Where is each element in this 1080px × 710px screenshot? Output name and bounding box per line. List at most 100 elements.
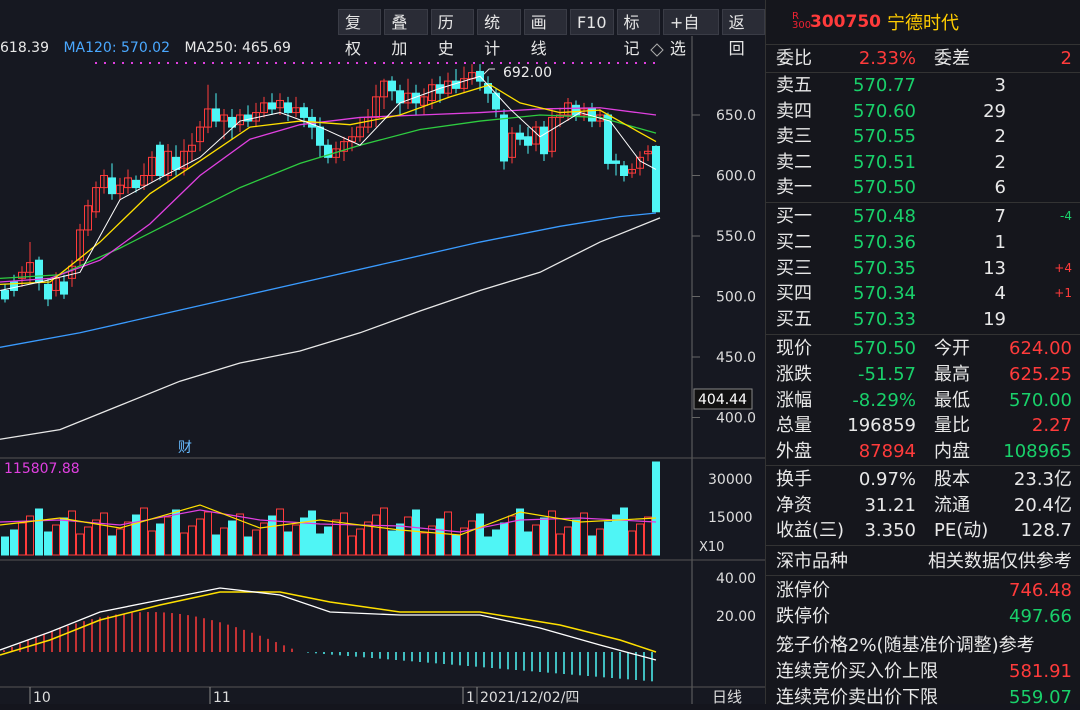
volume-bar-37 (300, 517, 308, 556)
bid-label-0: 买一 (776, 206, 812, 227)
weicha-label: 委差 (934, 48, 970, 69)
limit-value-0: 746.48 (1009, 580, 1072, 601)
fund-value2-2: 128.7 (1020, 520, 1072, 541)
candle-body-30 (244, 114, 252, 122)
toolbar-button-8[interactable]: 返回 (721, 9, 765, 58)
toolbar-button-4[interactable]: 画线 (523, 9, 567, 58)
quote-label-0: 现价 (776, 338, 812, 359)
candle-body-0 (1, 289, 9, 300)
candle-body-64 (516, 132, 524, 140)
volume-bar-69 (556, 533, 564, 556)
candle-body-52 (420, 96, 428, 106)
fund-label2-2: PE(动) (934, 520, 989, 541)
volume-bar-49 (396, 523, 404, 556)
quote-value2-4: 108965 (1003, 441, 1072, 463)
volume-bar-31 (252, 529, 260, 556)
fund-value-1: 31.21 (864, 494, 916, 516)
toolbar-button-2[interactable]: 历史 (430, 9, 475, 58)
volume-bar-40 (324, 526, 332, 556)
quote-value2-1: 625.25 (1009, 363, 1072, 385)
volume-bar-10 (84, 526, 92, 556)
candle-body-11 (92, 187, 100, 213)
quote-label2-1: 最高 (934, 363, 970, 385)
candle-body-14 (116, 184, 124, 195)
bid-price-1: 570.36 (853, 231, 916, 253)
fund-label2-1: 流通 (934, 494, 970, 516)
volume-bar-78 (628, 530, 636, 556)
auction-value-0: 581.91 (1009, 661, 1072, 682)
ma120-line (0, 212, 657, 348)
divider (766, 72, 1080, 73)
bid-vol-3: 4 (994, 283, 1006, 305)
volume-bar-77 (620, 507, 628, 556)
candle-body-12 (100, 175, 108, 189)
quote-panel: R 300 300750 宁德时代 委比 2.33% 委差 2 卖五 570.77 3 卖四 57… (765, 0, 1080, 708)
market-note: 相关数据仅供参考 (928, 551, 1072, 572)
volume-bar-25 (204, 511, 212, 556)
candle-body-80 (644, 150, 652, 155)
volume-bar-4 (35, 508, 43, 556)
date-label-0: 10 (33, 690, 51, 704)
date-label-3: 2021/12/02/四 (480, 690, 579, 704)
cai-label: 财 (178, 440, 192, 456)
stock-code: 300750 (810, 12, 881, 32)
volume-bar-45 (364, 521, 372, 556)
volume-bar-33 (268, 515, 276, 556)
kline-chart-area[interactable]: 650.0 600.0 550.0 500.0 450.0 400.0 404.44 692.… (0, 0, 765, 704)
candle-body-36 (292, 107, 300, 114)
volume-bar-8 (68, 510, 76, 556)
volume-bar-29 (236, 513, 244, 556)
toolbar-button-3[interactable]: 统计 (477, 9, 521, 58)
toolbar-button-1[interactable]: 叠加 (384, 9, 428, 58)
ask-label-0: 卖五 (776, 75, 812, 96)
volume-bar-5 (44, 531, 52, 556)
ma10-line (0, 84, 657, 286)
limit-value-1: 497.66 (1009, 606, 1072, 627)
volume-bar-62 (500, 522, 508, 556)
fund-value2-1: 20.4亿 (1013, 494, 1072, 516)
quote-value-3: 196859 (847, 415, 916, 437)
candle-body-42 (340, 141, 348, 152)
bid-price-2: 570.35 (853, 257, 916, 279)
fund-label-1: 净资 (776, 494, 812, 516)
toolbar-button-7[interactable]: +自选 (662, 9, 719, 58)
ask-vol-3: 2 (994, 151, 1006, 173)
kline-chart-svg[interactable]: 650.0 600.0 550.0 500.0 450.0 400.0 404.44 692.… (0, 0, 765, 704)
candle-body-23 (188, 144, 196, 152)
volume-bar-54 (436, 518, 444, 556)
volume-bar-18 (148, 530, 156, 556)
candle-body-54 (436, 84, 444, 94)
volume-bar-56 (452, 534, 460, 556)
quote-label-3: 总量 (776, 415, 812, 437)
volume-bar-32 (260, 522, 268, 556)
candle-body-62 (500, 114, 508, 162)
quote-value-1: -51.57 (857, 363, 916, 385)
volume-bar-13 (108, 535, 116, 556)
quote-label2-0: 今开 (934, 338, 970, 359)
volume-bar-50 (404, 516, 412, 556)
volume-bar-42 (340, 512, 348, 556)
price-axis-label-2: 550.0 (716, 229, 756, 245)
date-label-1: 11 (213, 690, 231, 704)
toolbar-button-6[interactable]: 标记 (616, 9, 660, 58)
candle-body-35 (284, 102, 292, 114)
volume-bar-23 (188, 525, 196, 556)
ma5-line (0, 75, 657, 291)
ask-vol-4: 6 (994, 177, 1006, 198)
volume-bar-47 (380, 507, 388, 556)
auction-label-0: 连续竞价买入价上限 (776, 661, 938, 682)
volume-ma10-line (0, 509, 657, 533)
volume-bar-0 (1, 536, 9, 556)
volume-bar-71 (572, 519, 580, 556)
candle-body-68 (548, 116, 556, 152)
volume-bar-48 (388, 530, 396, 556)
toolbar-button-0[interactable]: 复权 (338, 9, 382, 58)
volume-bar-63 (508, 515, 516, 556)
volume-bar-51 (412, 509, 420, 556)
volume-unit: X10 (699, 540, 724, 555)
quote-label-2: 涨幅 (776, 389, 812, 411)
volume-bar-80 (644, 516, 652, 556)
limit-label-0: 涨停价 (776, 580, 830, 601)
volume-ma5-line (0, 504, 657, 536)
toolbar-button-5[interactable]: F10 (569, 9, 614, 35)
